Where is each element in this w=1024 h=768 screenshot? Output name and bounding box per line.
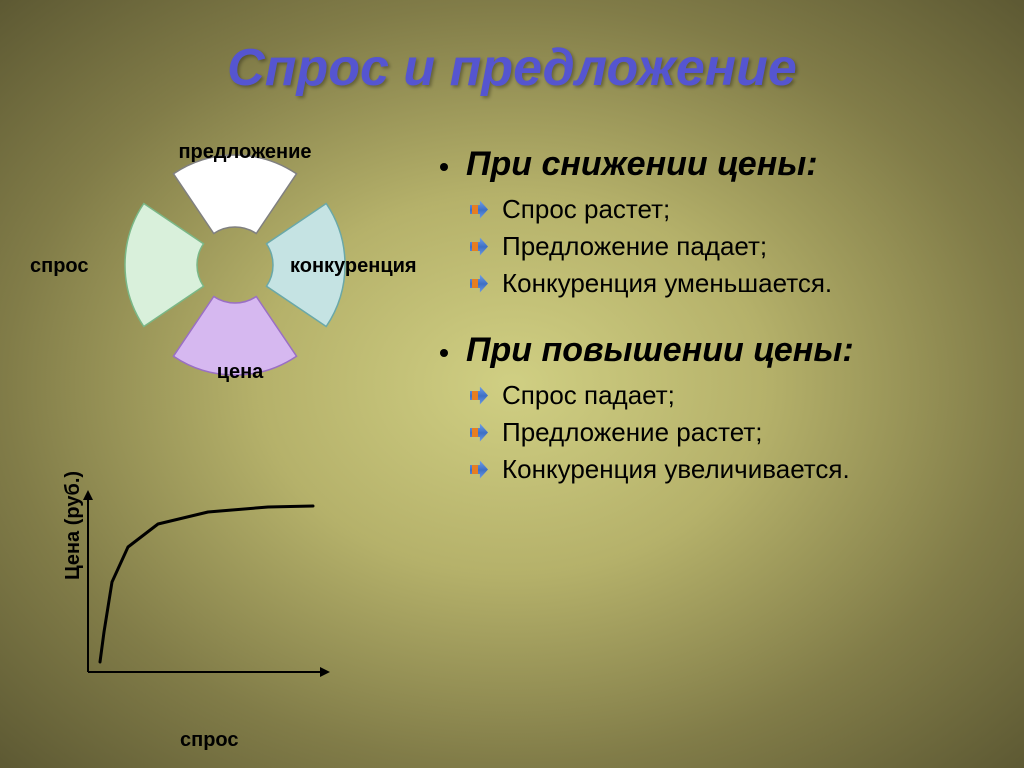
list-item: Спрос растет; (470, 194, 1000, 225)
list-item-text: Предложение падает; (502, 231, 767, 262)
arrow-bullet-icon (470, 238, 488, 256)
list-item: Предложение растет; (470, 417, 1000, 448)
list-item: Предложение падает; (470, 231, 1000, 262)
seg-label-right: конкуренция (290, 255, 440, 278)
list-item: Спрос падает; (470, 380, 1000, 411)
chart-y-axis-label: Цена (руб.) (62, 471, 85, 580)
list-item-text: Спрос падает; (502, 380, 675, 411)
section-heading-row: При снижении цены: (440, 145, 1000, 184)
demand-chart: Цена (руб.) спрос (80, 490, 360, 720)
ring-diagram: предложение конкуренция цена спрос (30, 135, 440, 395)
arrow-bullet-icon (470, 201, 488, 219)
chart-svg (80, 490, 340, 690)
list-item-text: Конкуренция увеличивается. (502, 454, 850, 485)
list-item: Конкуренция увеличивается. (470, 454, 1000, 485)
list-item-text: Предложение растет; (502, 417, 763, 448)
section-heading: При повышении цены: (466, 331, 854, 370)
chart-x-axis-label: спрос (180, 729, 239, 752)
arrow-bullet-icon (470, 275, 488, 293)
seg-label-left: спрос (30, 255, 120, 278)
seg-label-bottom: цена (200, 361, 280, 384)
arrow-bullet-icon (470, 424, 488, 442)
list-item-text: Спрос растет; (502, 194, 670, 225)
section-heading-row: При повышении цены: (440, 331, 1000, 370)
arrow-bullet-icon (470, 387, 488, 405)
page-title: Спрос и предложение (0, 38, 1024, 98)
list-item-text: Конкуренция уменьшается. (502, 268, 832, 299)
content-panel: При снижении цены: Спрос растет; Предлож… (440, 145, 1000, 491)
section-heading: При снижении цены: (466, 145, 818, 184)
seg-label-top: предложение (165, 141, 325, 164)
list-item: Конкуренция уменьшается. (470, 268, 1000, 299)
bullet-dot-icon (440, 349, 448, 357)
bullet-dot-icon (440, 163, 448, 171)
arrow-bullet-icon (470, 461, 488, 479)
